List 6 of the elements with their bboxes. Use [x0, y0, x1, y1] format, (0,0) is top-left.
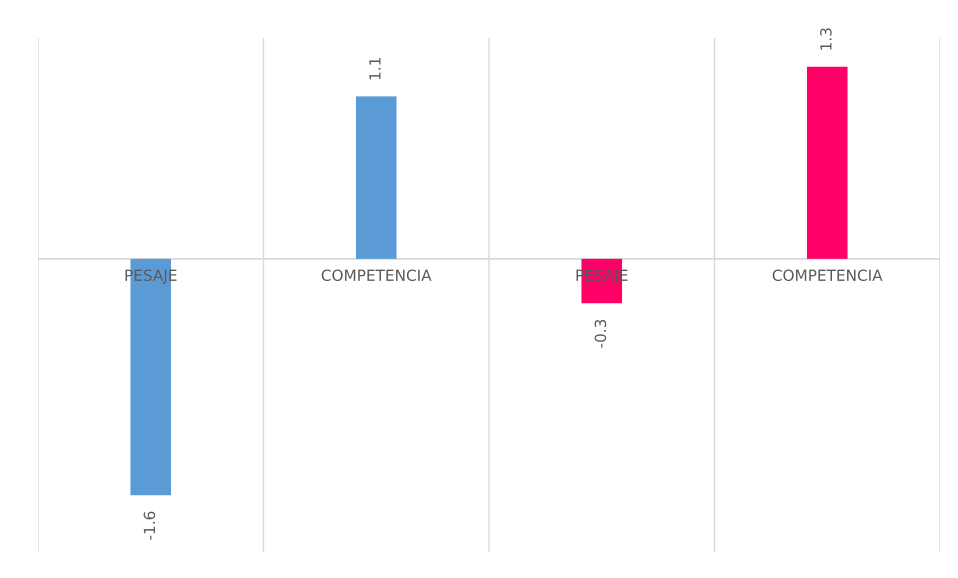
data-label: -1.6	[144, 512, 156, 540]
data-label: 1.1	[369, 58, 380, 80]
data-label: -0.3	[594, 320, 606, 348]
x-tick-label: COMPETENCIA	[322, 269, 432, 282]
x-tick-label: COMPETENCIA	[772, 269, 883, 282]
data-label: 1.3	[820, 28, 832, 50]
